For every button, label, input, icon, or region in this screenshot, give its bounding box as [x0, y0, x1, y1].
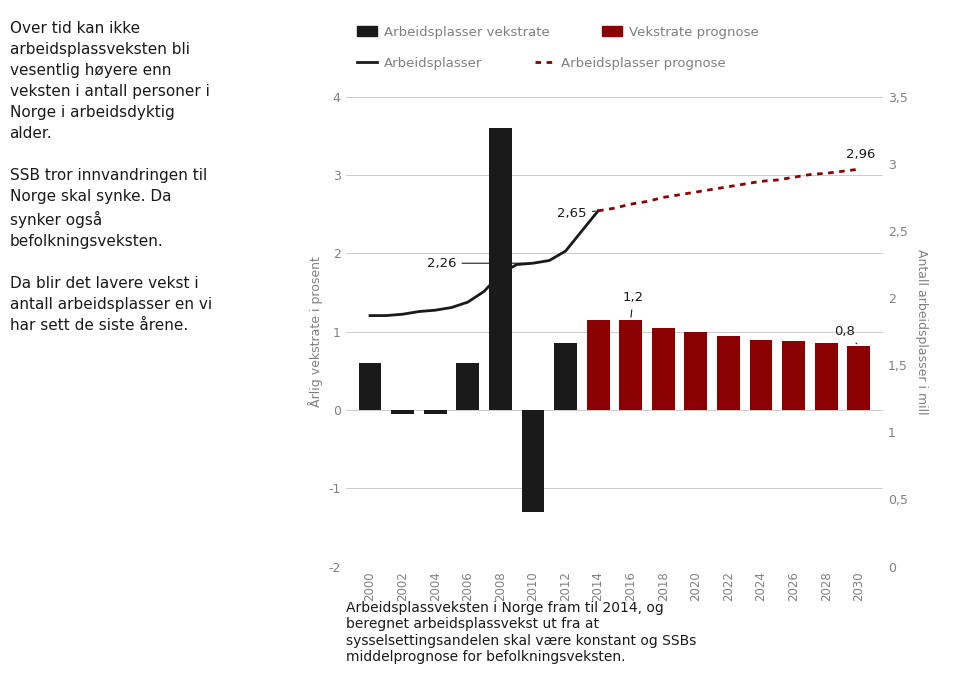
Bar	[456, 363, 479, 410]
Text: 2,26: 2,26	[427, 257, 530, 269]
Y-axis label: Antall arbeidsplasser i mill: Antall arbeidsplasser i mill	[915, 249, 927, 415]
Bar	[423, 410, 446, 414]
Bar	[619, 320, 642, 410]
Y-axis label: Årlig vekstrate i prosent: Årlig vekstrate i prosent	[308, 256, 323, 407]
Legend: Arbeidsplasser, Arbeidsplasser prognose: Arbeidsplasser, Arbeidsplasser prognose	[352, 52, 732, 75]
Bar	[652, 328, 675, 410]
Bar	[554, 343, 577, 410]
Bar	[717, 336, 740, 410]
Legend: Arbeidsplasser vekstrate, Vekstrate prognose: Arbeidsplasser vekstrate, Vekstrate prog…	[352, 21, 764, 44]
Bar	[392, 410, 414, 414]
Text: 2,96: 2,96	[846, 148, 876, 161]
Bar	[359, 363, 381, 410]
Text: 1,2: 1,2	[622, 292, 643, 317]
Text: 2,65: 2,65	[558, 207, 595, 220]
Text: Over tid kan ikke
arbeidsplassveksten bli
vesentlig høyere enn
veksten i antall : Over tid kan ikke arbeidsplassveksten bl…	[10, 21, 212, 333]
Bar	[587, 320, 610, 410]
Bar	[521, 410, 544, 512]
Bar	[815, 343, 837, 410]
Bar	[782, 341, 805, 410]
Text: Arbeidsplassveksten i Norge fram til 2014, og
beregnet arbeidsplassvekst ut fra : Arbeidsplassveksten i Norge fram til 201…	[346, 601, 696, 664]
Text: 0,8: 0,8	[834, 325, 857, 344]
Bar	[489, 128, 512, 410]
Bar	[750, 339, 773, 410]
Bar	[848, 346, 870, 410]
Bar	[684, 332, 708, 410]
